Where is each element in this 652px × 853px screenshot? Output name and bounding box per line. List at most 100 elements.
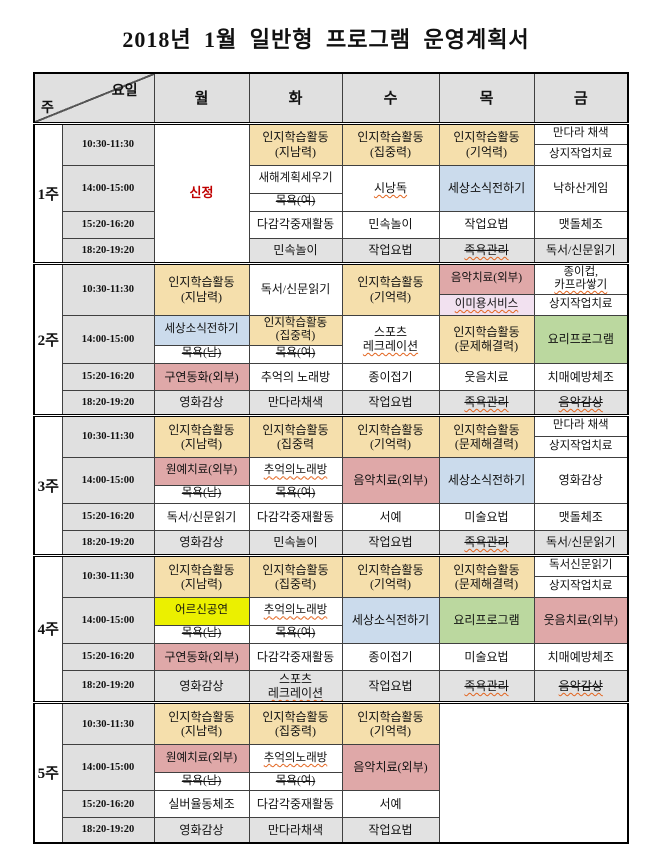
schedule-cell: 실버율동체조: [153, 790, 250, 819]
schedule-cell: 영화감상: [533, 456, 629, 504]
schedule-cell: 구연동화(외부): [153, 642, 250, 671]
schedule-cell: 독서/신문읽기: [533, 237, 629, 264]
schedule-cell: 목욕(여): [248, 344, 343, 364]
schedule-cell: 음악감상: [533, 669, 629, 704]
schedule-cell: 맷돌체조: [533, 502, 629, 531]
schedule-cell: 인지학습활동 (집중력): [248, 701, 343, 746]
schedule-cell: 웃음치료: [438, 362, 535, 391]
time-slot: 10:30-11:30: [61, 413, 155, 458]
schedule-cell: 세상소식전하기: [438, 164, 535, 212]
schedule-cell: 이미용서비스: [438, 293, 535, 316]
schedule-cell: 세상소식전하기: [153, 314, 250, 346]
struck-misspelled-text: 음악감상: [558, 678, 603, 693]
schedule-cell: 인지학습활동 (지남력): [153, 261, 250, 316]
schedule-cell: 목욕(여): [248, 624, 343, 644]
schedule-cell: 작업요법: [438, 210, 535, 239]
schedule-cell: 인지학습활동 (문제해결력): [438, 314, 535, 364]
schedule-cell: 추억의노래방: [248, 596, 343, 626]
schedule-cell: 추억의노래방: [248, 456, 343, 486]
schedule-cell: 새해계획세우기: [248, 164, 343, 194]
day-header-wed: 수: [341, 72, 440, 124]
schedule-cell: 인지학습활동 (문제해결력): [438, 413, 535, 458]
schedule-cell: 인지학습활동 (집중력): [248, 553, 343, 598]
schedule-cell: 만다라 채색: [533, 413, 629, 437]
misspelled-text: 추억의노래방: [263, 464, 328, 477]
schedule-cell: 만다라채색: [248, 389, 343, 416]
schedule-cell: 상지작업치료: [533, 143, 629, 166]
schedule-cell: 작업요법: [341, 669, 440, 704]
schedule-cell: 다감각중재활동: [248, 210, 343, 239]
schedule-cell: 목욕(남): [153, 484, 250, 504]
schedule-cell: 요리프로그램: [438, 596, 535, 644]
schedule-cell: 인지학습활동 (집중력): [341, 121, 440, 166]
day-header-mon: 월: [153, 72, 250, 124]
week-label: 3주: [33, 413, 63, 556]
schedule-cell: 목욕(남): [153, 772, 250, 792]
day-header-fri: 금: [533, 72, 629, 124]
schedule-cell: 만다라 채색: [533, 121, 629, 145]
schedule-cell: 요리프로그램: [533, 314, 629, 364]
struck-text: 목욕(남): [181, 627, 222, 640]
struck-misspelled-text: 족욕관리: [464, 395, 509, 410]
schedule-cell: 상지작업치료: [533, 293, 629, 316]
schedule-cell: 다감각중재활동: [248, 502, 343, 531]
schedule-cell: 인지학습활동 (지남력): [153, 701, 250, 746]
struck-text: 목욕(여): [275, 774, 316, 787]
struck-misspelled-text: 족욕관리: [464, 242, 509, 257]
schedule-cell: 민속놀이: [248, 529, 343, 556]
schedule-cell: 스포츠 레크레이션: [248, 669, 343, 704]
schedule-cell: 추억의 노래방: [248, 362, 343, 391]
schedule-cell: 낙하산게임: [533, 164, 629, 212]
time-slot: 15:20-16:20: [61, 210, 155, 239]
time-slot: 14:00-15:00: [61, 314, 155, 364]
time-slot: 14:00-15:00: [61, 164, 155, 212]
struck-misspelled-text: 족욕관리: [464, 535, 509, 550]
struck-text: 목욕(남): [181, 347, 222, 360]
schedule-cell: 작업요법: [341, 529, 440, 556]
schedule-cell: 영화감상: [153, 669, 250, 704]
schedule-cell: 스포츠 레크레이션: [341, 314, 440, 364]
time-slot: 18:20-19:20: [61, 669, 155, 704]
schedule-cell: 작업요법: [341, 817, 440, 844]
misspelled-text: 레크레이션: [362, 339, 419, 354]
time-slot: 18:20-19:20: [61, 389, 155, 416]
schedule-table: 요일 주 월 화 수 목 금 1주 10:30-11:30 신정 인지학습활동 (…: [33, 72, 629, 844]
schedule-cell: 세상소식전하기: [341, 596, 440, 644]
schedule-cell: 민속놀이: [248, 237, 343, 264]
week-label: 4주: [33, 553, 63, 704]
week-label: 1주: [33, 121, 63, 264]
schedule-cell: 어르신공연: [153, 596, 250, 626]
schedule-cell: 영화감상: [153, 817, 250, 844]
schedule-cell: 인지학습활동 (기억력): [341, 553, 440, 598]
holiday-cell: 신정: [153, 121, 250, 264]
schedule-cell: 독서/신문읽기: [153, 502, 250, 531]
schedule-cell: 치매예방체조: [533, 362, 629, 391]
struck-misspelled-text: 음악감상: [558, 395, 603, 410]
schedule-cell: 목욕(여): [248, 192, 343, 212]
time-slot: 18:20-19:20: [61, 817, 155, 844]
schedule-cell: 추억의노래방: [248, 744, 343, 774]
schedule-cell: 인지학습활동 (기억력): [438, 121, 535, 166]
misspelled-text: 추억의노래방: [263, 604, 328, 617]
schedule-cell: 다감각중재활동: [248, 642, 343, 671]
schedule-cell: 목욕(여): [248, 484, 343, 504]
schedule-cell: 작업요법: [341, 237, 440, 264]
schedule-cell: 인지학습활동 (문제해결력): [438, 553, 535, 598]
struck-text: 목욕(여): [275, 487, 316, 500]
schedule-cell: 독서/신문읽기: [533, 529, 629, 556]
schedule-cell: 인지학습활동 (지남력): [248, 121, 343, 166]
schedule-cell: 맷돌체조: [533, 210, 629, 239]
struck-text: 목욕(남): [181, 487, 222, 500]
schedule-cell: 음악치료(외부): [438, 261, 535, 295]
schedule-cell: 음악치료(외부): [341, 456, 440, 504]
misspelled-text: 추억의노래방: [263, 751, 328, 764]
schedule-cell: 상지작업치료: [533, 575, 629, 598]
misspelled-text: 카프라쌓기: [554, 279, 608, 292]
misspelled-text: 레크레이션: [267, 685, 324, 700]
schedule-cell: 인지학습활동 (기억력): [341, 701, 440, 746]
schedule-cell: 원예치료(외부): [153, 744, 250, 774]
corner-label-week: 주: [41, 100, 54, 116]
schedule-cell: 영화감상: [153, 389, 250, 416]
schedule-cell: 인지학습활동 (집중력: [248, 413, 343, 458]
